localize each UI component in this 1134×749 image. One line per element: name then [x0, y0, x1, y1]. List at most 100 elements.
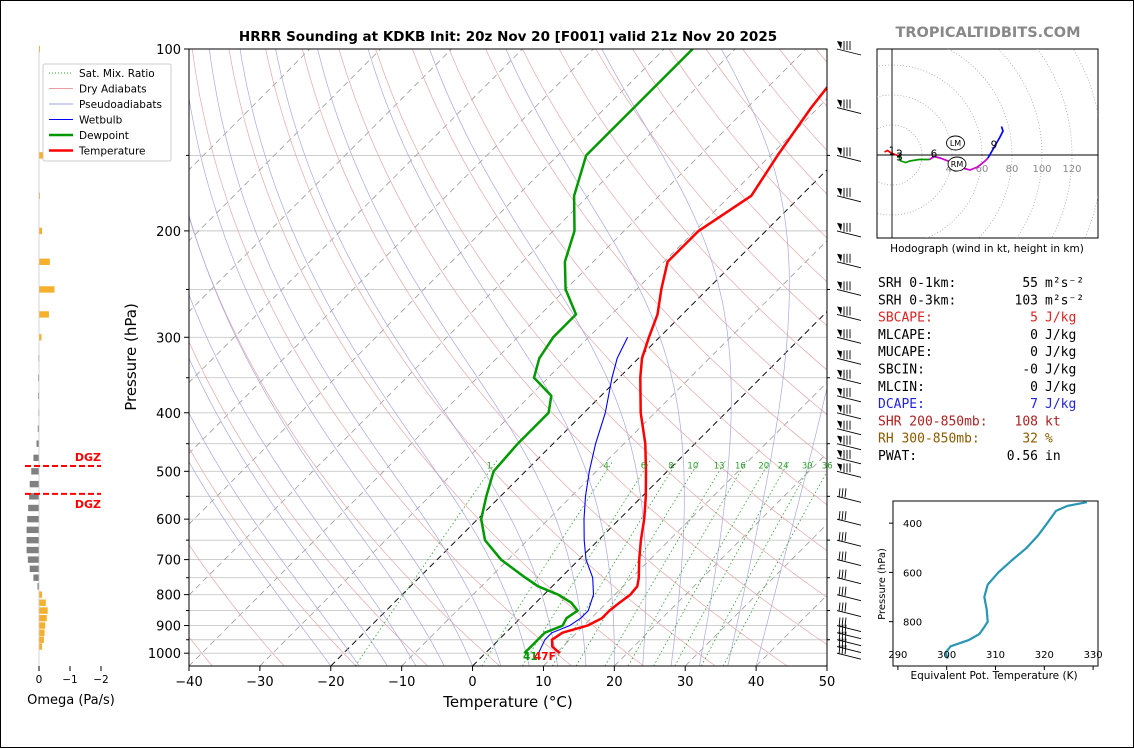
param-value: 7	[1030, 397, 1038, 412]
param-unit: J/kg	[1045, 363, 1076, 378]
wind-barb	[837, 329, 861, 343]
omega-bar	[39, 600, 46, 606]
omega-bar	[39, 630, 45, 636]
mixing-ratio-label: 20	[758, 461, 769, 471]
param-label: MLCIN:	[878, 380, 925, 395]
param-label: MLCAPE:	[878, 328, 933, 343]
storm-motion-label: LM	[950, 139, 961, 148]
y-tick-label: 400	[156, 407, 181, 422]
param-label: SHR 200-850mb:	[878, 414, 988, 429]
omega-bar	[39, 228, 42, 234]
theta-e-ylabel: Pressure (hPa)	[877, 548, 888, 620]
param-unit: kt	[1045, 414, 1061, 429]
x-tick-label: −30	[246, 675, 273, 690]
theta-y-tick-label: 800	[903, 618, 922, 629]
pseudoadiabat	[368, 49, 614, 666]
param-unit: J/kg	[1045, 397, 1076, 412]
mixing-ratio-line	[654, 461, 770, 666]
omega-bar	[39, 622, 45, 628]
param-value: 0	[1030, 380, 1038, 395]
mixing-ratio-line	[701, 461, 813, 666]
theta-x-tick-label: 330	[1084, 650, 1103, 661]
param-label: SBCAPE:	[878, 311, 933, 326]
legend-label: Wetbulb	[79, 115, 123, 127]
wind-barb	[837, 388, 861, 402]
omega-bar	[28, 556, 39, 562]
hodo-height-label: 9	[991, 140, 998, 152]
dry-adiabat	[266, 49, 716, 666]
x-tick-label: 10	[535, 675, 552, 690]
y-tick-label: 1000	[148, 647, 181, 662]
hodo-height-label: 6	[931, 149, 938, 161]
param-unit: m²s⁻²	[1045, 276, 1084, 291]
isotherm-line	[189, 49, 806, 666]
x-tick-label: 0	[468, 675, 476, 690]
pseudoadiabat	[318, 49, 586, 666]
pseudoadiabat	[240, 49, 529, 666]
hodograph-frame	[877, 49, 1098, 238]
omega-bar	[30, 566, 39, 572]
mixing-ratio-label: 8	[668, 461, 673, 471]
param-value: 0	[1030, 345, 1038, 360]
pseudoadiabat	[137, 49, 416, 666]
pseudoadiabat	[209, 49, 501, 666]
param-value: 5	[1030, 311, 1038, 326]
param-value: 32	[1022, 432, 1038, 447]
x-tick-label: 30	[677, 675, 694, 690]
y-tick-label: 300	[156, 331, 181, 346]
param-value: 0.56	[1007, 449, 1038, 464]
x-tick-label: −40	[175, 675, 202, 690]
param-value: 103	[1015, 293, 1038, 308]
param-label: PWAT:	[878, 449, 917, 464]
param-value: -0	[1022, 363, 1038, 378]
pseudoadiabat	[183, 49, 473, 666]
wind-barb	[837, 405, 861, 419]
wind-barb	[837, 587, 861, 601]
mixing-ratio-label: 24	[778, 461, 789, 471]
x-tick-label: −20	[317, 675, 344, 690]
omega-bar	[39, 591, 42, 597]
y-tick-label: 200	[156, 225, 181, 240]
omega-bar	[30, 481, 39, 487]
param-unit: J/kg	[1045, 328, 1076, 343]
omega-bar	[33, 455, 39, 461]
dry-adiabat	[156, 49, 500, 666]
omega-bar	[39, 643, 42, 649]
param-label: RH 300-850mb:	[878, 432, 980, 447]
mixing-ratio-line	[355, 461, 497, 666]
hodo-height-label: 1	[889, 146, 896, 158]
param-label: MUCAPE:	[878, 345, 933, 360]
omega-bar	[27, 537, 39, 543]
param-value: 108	[1015, 414, 1038, 429]
omega-bar	[27, 516, 39, 522]
param-unit: J/kg	[1045, 380, 1076, 395]
legend-label: Sat. Mix. Ratio	[79, 68, 155, 80]
param-label: SRH 0-3km:	[878, 293, 956, 308]
wind-barb	[837, 488, 861, 502]
mixing-ratio-line	[675, 461, 790, 666]
wind-barb	[837, 463, 861, 477]
mixing-ratio-label: 16	[735, 461, 746, 471]
legend-label: Temperature	[78, 146, 146, 158]
watermark: TROPICALTIDBITS.COM	[895, 25, 1080, 41]
wind-barb	[837, 223, 861, 237]
dry-adiabat	[192, 49, 571, 666]
legend-label: Dewpoint	[79, 130, 129, 142]
mixing-ratio-label: 30	[802, 461, 813, 471]
omega-bar	[39, 311, 49, 317]
x-tick-label: −10	[388, 675, 415, 690]
omega-bar	[33, 575, 39, 581]
theta-x-tick-label: 290	[888, 650, 907, 661]
theta-x-tick-label: 300	[937, 650, 956, 661]
x-tick-label: 20	[606, 675, 623, 690]
omega-tick-label: −2	[93, 674, 108, 686]
pseudoadiabat	[721, 49, 789, 666]
pseudoadiabat	[506, 49, 685, 666]
wind-barb	[837, 421, 861, 435]
param-value: 55	[1022, 276, 1038, 291]
hodo-ring-label: 80	[1006, 164, 1019, 175]
wind-barb	[837, 41, 861, 55]
